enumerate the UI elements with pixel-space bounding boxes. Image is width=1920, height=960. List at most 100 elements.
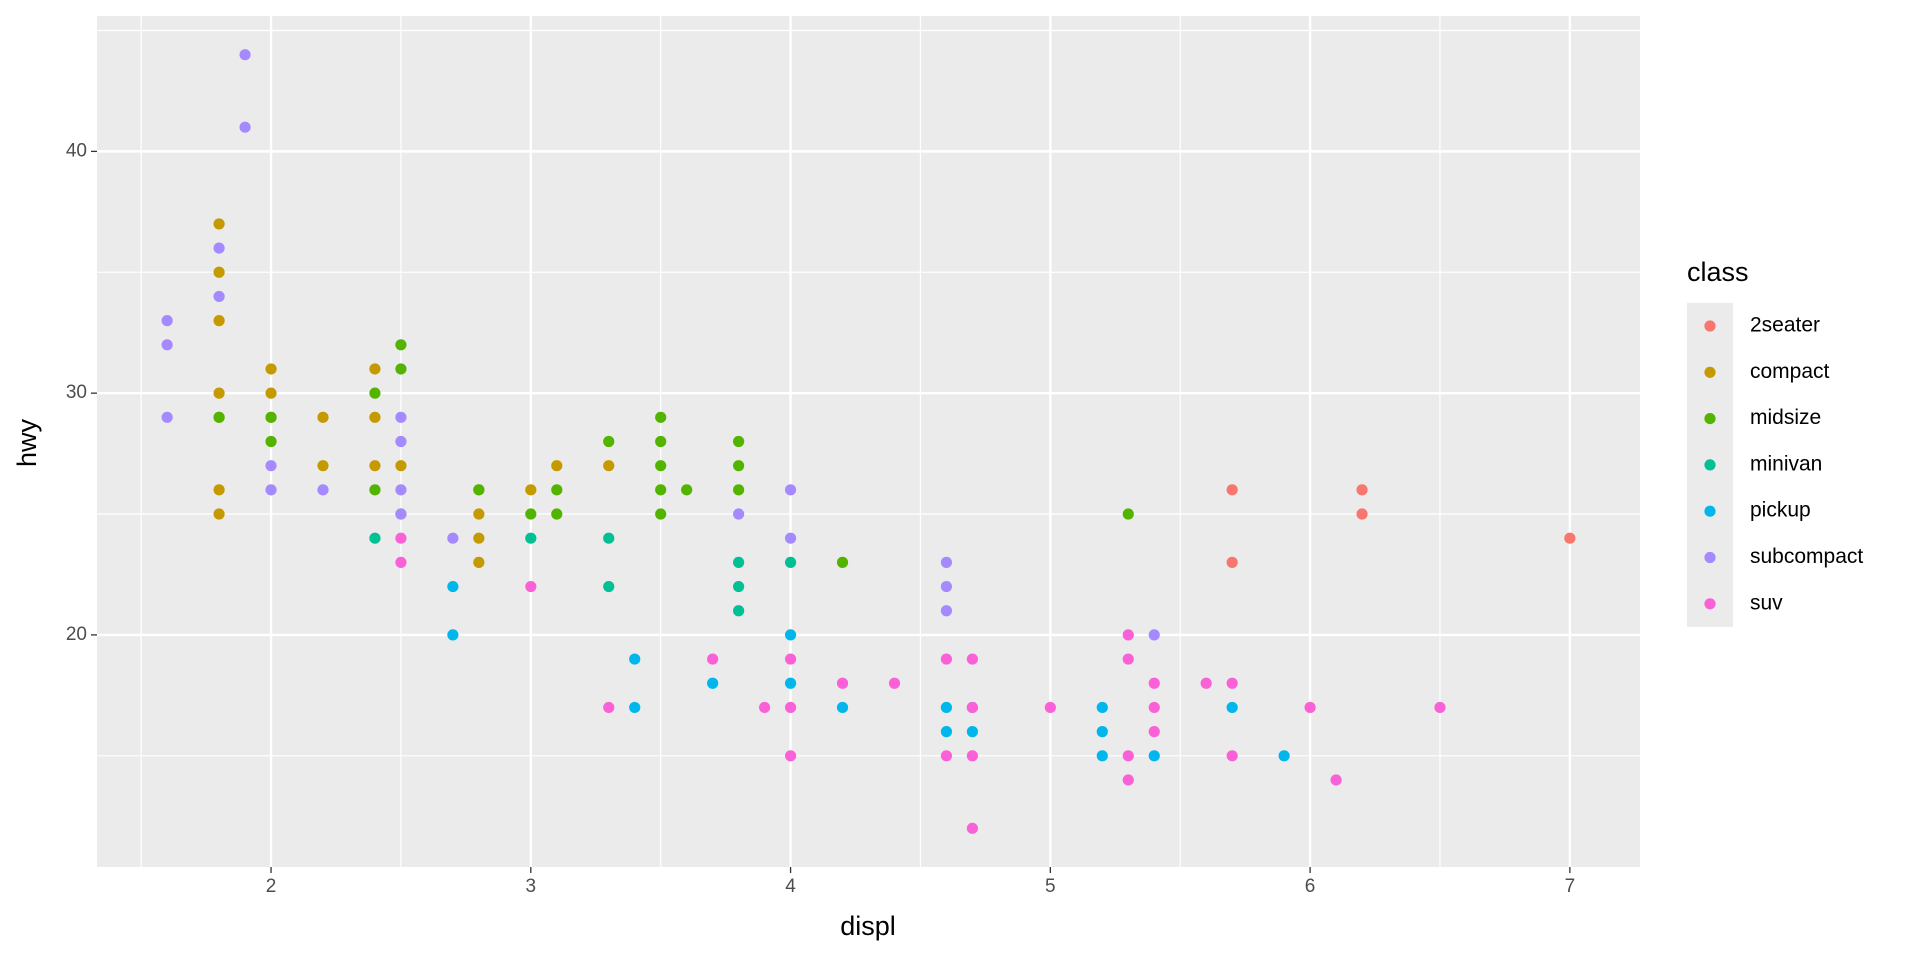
- point: [239, 121, 251, 133]
- point: [733, 580, 745, 593]
- point: [213, 266, 225, 278]
- point: [1226, 677, 1238, 689]
- point: [784, 629, 797, 641]
- point: [395, 460, 407, 472]
- point: [1148, 701, 1160, 714]
- legend-title: class: [1687, 257, 1749, 287]
- point: [888, 677, 901, 689]
- point: [966, 822, 979, 834]
- point: [603, 532, 615, 544]
- point: [213, 387, 225, 399]
- point: [265, 435, 277, 448]
- point: [1122, 774, 1134, 786]
- point: [940, 580, 953, 593]
- point: [525, 580, 537, 593]
- point: [784, 701, 797, 714]
- point: [447, 629, 459, 641]
- y-tick-label: 40: [66, 140, 87, 161]
- point: [940, 605, 953, 617]
- point: [1122, 629, 1134, 641]
- point: [395, 411, 407, 423]
- x-tick-label: 6: [1305, 876, 1316, 897]
- point: [1122, 750, 1134, 762]
- point: [784, 556, 797, 568]
- x-tick-label: 7: [1565, 876, 1576, 897]
- point: [1226, 556, 1238, 568]
- point: [1564, 532, 1576, 544]
- point: [473, 484, 485, 496]
- point: [473, 508, 485, 520]
- legend-key: [1704, 459, 1716, 471]
- point: [784, 532, 797, 544]
- point: [525, 508, 537, 520]
- point: [836, 556, 849, 568]
- point: [733, 605, 745, 617]
- point: [525, 484, 537, 496]
- y-axis-title: hwy: [12, 418, 42, 467]
- point: [966, 726, 979, 738]
- point: [603, 460, 615, 472]
- point: [395, 339, 407, 351]
- point: [1226, 750, 1238, 762]
- point: [1122, 508, 1134, 520]
- point: [1096, 701, 1108, 714]
- point: [784, 484, 797, 496]
- point: [655, 484, 667, 496]
- point: [1304, 701, 1316, 714]
- point: [213, 290, 225, 303]
- legend-label: 2seater: [1750, 314, 1820, 337]
- point: [473, 532, 485, 544]
- point: [395, 556, 407, 568]
- point: [629, 701, 641, 714]
- point: [836, 701, 849, 714]
- point: [1226, 701, 1238, 714]
- point: [213, 242, 225, 254]
- point: [161, 339, 173, 351]
- point: [836, 677, 849, 689]
- point: [447, 580, 459, 593]
- point: [758, 701, 771, 714]
- legend-key: [1704, 320, 1716, 332]
- point: [1148, 677, 1160, 689]
- points: [161, 49, 1576, 834]
- point: [655, 508, 667, 520]
- point: [213, 218, 225, 230]
- point: [551, 484, 563, 496]
- point: [317, 460, 329, 472]
- point: [447, 532, 459, 544]
- x-tick-label: 2: [266, 876, 277, 897]
- point: [603, 580, 615, 593]
- legend-key: [1704, 366, 1716, 378]
- point: [940, 701, 953, 714]
- legend-label: compact: [1750, 360, 1830, 383]
- point: [551, 508, 563, 520]
- point: [213, 508, 225, 520]
- grid: [97, 16, 1640, 867]
- point: [265, 411, 277, 423]
- point: [966, 653, 979, 665]
- point: [1148, 750, 1160, 762]
- point: [655, 435, 667, 448]
- point: [655, 411, 667, 423]
- point: [213, 484, 225, 496]
- point: [629, 653, 641, 665]
- point: [369, 484, 381, 496]
- point: [1330, 774, 1342, 786]
- point: [940, 750, 953, 762]
- axes: 2 3 4 5 6 7 20 30 40: [66, 140, 1575, 897]
- point: [1278, 750, 1290, 762]
- point: [733, 508, 745, 520]
- point: [395, 484, 407, 496]
- point: [1122, 653, 1134, 665]
- point: [1096, 726, 1108, 738]
- point: [369, 387, 381, 399]
- point: [265, 484, 277, 496]
- point: [317, 484, 329, 496]
- point: [1356, 508, 1368, 520]
- point: [707, 653, 719, 665]
- point: [395, 508, 407, 520]
- point: [473, 556, 485, 568]
- point: [265, 460, 277, 472]
- point: [161, 411, 173, 423]
